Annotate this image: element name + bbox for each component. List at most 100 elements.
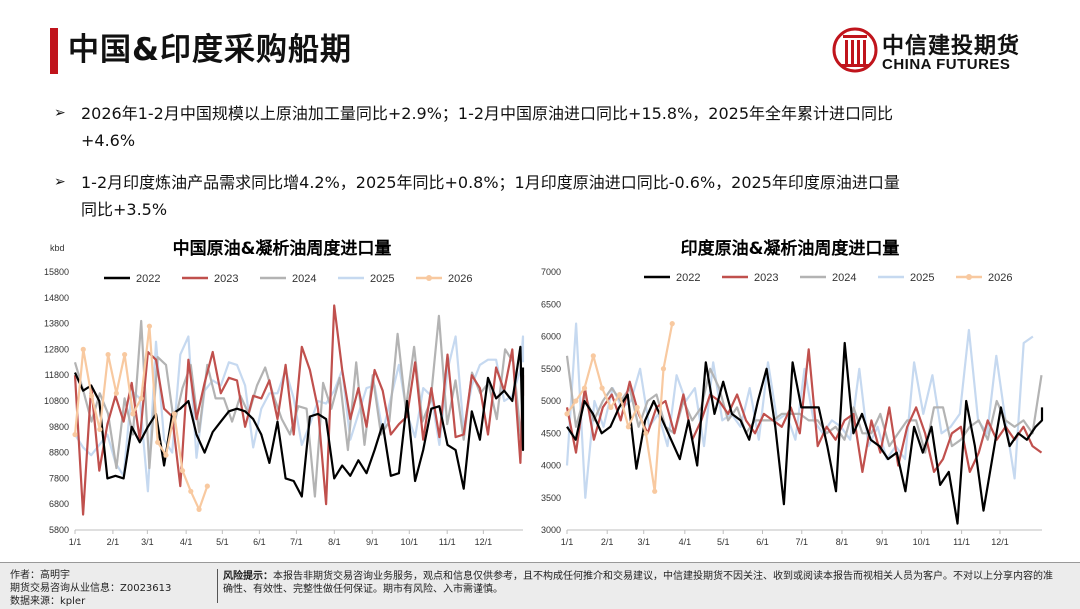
- series-point-2026: [196, 506, 202, 512]
- series-point-2026: [581, 385, 588, 391]
- x-tick-label: 10/1: [401, 537, 419, 547]
- y-tick-label: 3000: [541, 525, 561, 535]
- series-line-2022: [73, 345, 525, 498]
- logo-english-name: CHINA FUTURES: [882, 56, 1011, 73]
- x-tick-label: 8/1: [836, 537, 849, 547]
- legend-label: 2023: [754, 272, 778, 284]
- legend-marker-2026: [966, 274, 972, 280]
- bullet-line: +4.6%: [81, 131, 136, 150]
- series-point-2026: [669, 321, 675, 327]
- bullet-line: 1-2月印度炼油产品需求同比增4.2%，2025年同比+0.8%；1月印度原油进…: [81, 173, 900, 192]
- footer-divider: [217, 569, 218, 603]
- y-tick-label: 4000: [541, 461, 561, 471]
- x-tick-label: 6/1: [756, 537, 769, 547]
- chart-title: 印度原油&凝析油周度进口量: [681, 238, 900, 259]
- series-point-2026: [163, 452, 169, 458]
- series-point-2026: [625, 424, 631, 430]
- bullet-line: 2026年1-2月中国规模以上原油加工量同比+2.9%；1-2月中国原油进口同比…: [81, 104, 893, 123]
- y-axis-label: kbd: [50, 243, 65, 253]
- series-point-2026: [72, 431, 78, 438]
- citic-emblem-icon: [832, 27, 878, 73]
- series-point-2026: [146, 323, 153, 329]
- series-point-2026: [80, 346, 86, 352]
- legend-marker-2026: [426, 275, 432, 281]
- bullet-china: ➢ 2026年1-2月中国规模以上原油加工量同比+2.9%；1-2月中国原油进口…: [54, 100, 1054, 154]
- y-tick-label: 7800: [49, 473, 69, 483]
- x-tick-label: 1/1: [69, 537, 82, 547]
- series-line-2024: [73, 314, 523, 498]
- series-point-2026: [590, 353, 596, 359]
- series-point-2026: [608, 404, 614, 411]
- y-tick-label: 14800: [44, 293, 69, 303]
- logo-chinese-name: 中信建投期货: [882, 34, 1021, 59]
- y-tick-label: 5500: [541, 364, 561, 374]
- series-point-2026: [155, 439, 161, 445]
- x-tick-label: 10/1: [913, 537, 931, 547]
- risk-disclaimer: 风险提示：本报告非期货交易咨询业务服务，观点和信息仅供参考，且不构成任何推介和交…: [223, 570, 1053, 596]
- series-point-2026: [599, 385, 605, 391]
- series-point-2026: [88, 393, 95, 399]
- legend-label: 2026: [448, 273, 472, 285]
- x-tick-label: 11/1: [953, 537, 970, 547]
- series-line-2025: [74, 335, 525, 493]
- legend-label: 2023: [214, 273, 238, 285]
- series-point-2026: [105, 351, 111, 358]
- series-point-2026: [652, 488, 658, 494]
- x-tick-label: 3/1: [141, 537, 154, 547]
- legend-label: 2024: [832, 272, 856, 284]
- x-tick-label: 9/1: [876, 537, 889, 547]
- series-point-2026: [171, 411, 177, 417]
- y-tick-label: 5800: [49, 525, 69, 535]
- x-tick-label: 4/1: [679, 537, 692, 547]
- y-tick-label: 6800: [49, 499, 69, 509]
- y-tick-label: 6000: [541, 332, 561, 342]
- x-tick-label: 1/1: [561, 537, 574, 547]
- x-tick-label: 8/1: [328, 537, 341, 547]
- y-tick-label: 3500: [541, 493, 561, 503]
- series-point-2026: [617, 391, 623, 398]
- footer-author-block: 作者：高明宇 期货交易咨询从业信息：Z0023613 数据来源：kpler: [10, 569, 171, 608]
- series-point-2026: [643, 430, 649, 436]
- author: 作者：高明宇: [10, 570, 70, 581]
- x-tick-label: 5/1: [717, 537, 730, 547]
- arrow-bullet-icon: ➢: [54, 174, 66, 190]
- legend-label: 2026: [988, 272, 1012, 284]
- x-tick-label: 12/1: [475, 537, 493, 547]
- series-point-2026: [130, 411, 136, 417]
- series-point-2026: [660, 366, 667, 372]
- legend-label: 2025: [370, 273, 394, 285]
- risk-label: 风险提示：: [223, 571, 273, 582]
- risk-text: 本报告非期货交易咨询业务服务，观点和信息仅供参考，且不构成任何推介和交易建议，中…: [223, 571, 1053, 595]
- y-tick-label: 9800: [49, 422, 69, 432]
- y-tick-label: 5000: [541, 396, 561, 406]
- y-tick-label: 15800: [44, 267, 69, 277]
- series-point-2026: [573, 398, 579, 404]
- x-tick-label: 5/1: [216, 537, 229, 547]
- legend-label: 2022: [676, 272, 700, 284]
- x-tick-label: 11/1: [439, 537, 456, 547]
- x-tick-label: 4/1: [180, 537, 193, 547]
- x-tick-label: 2/1: [107, 537, 120, 547]
- x-tick-label: 7/1: [290, 537, 303, 547]
- series-point-2026: [122, 351, 128, 358]
- y-tick-label: 4500: [541, 428, 561, 438]
- y-tick-label: 13800: [44, 319, 69, 329]
- series-point-2026: [179, 468, 186, 474]
- bullet-line: 同比+3.5%: [81, 200, 168, 219]
- x-tick-label: 9/1: [366, 537, 379, 547]
- charts-area: 中国原油&凝析油周度进口量 kbd 5800 6800 7800 8800 9800 1080…: [44, 238, 1044, 547]
- series-point-2026: [564, 411, 570, 417]
- series-line-2023: [565, 348, 1043, 473]
- y-tick-label: 8800: [49, 448, 69, 458]
- y-tick-label: 6500: [541, 299, 561, 309]
- china-futures-logo: 中信建投期货 CHINA FUTURES: [832, 26, 1042, 80]
- y-tick-label: 7000: [541, 267, 561, 277]
- page-title: 中国&印度采购船期: [68, 32, 353, 68]
- footer: 作者：高明宇 期货交易咨询从业信息：Z0023613 数据来源：kpler 风险…: [0, 562, 1080, 609]
- legend-label: 2024: [292, 273, 316, 285]
- series-point-2026: [204, 483, 210, 489]
- series-point-2026: [138, 395, 144, 402]
- y-tick-label: 11800: [45, 370, 69, 380]
- legend-label: 2025: [910, 272, 934, 284]
- x-tick-label: 7/1: [796, 537, 809, 547]
